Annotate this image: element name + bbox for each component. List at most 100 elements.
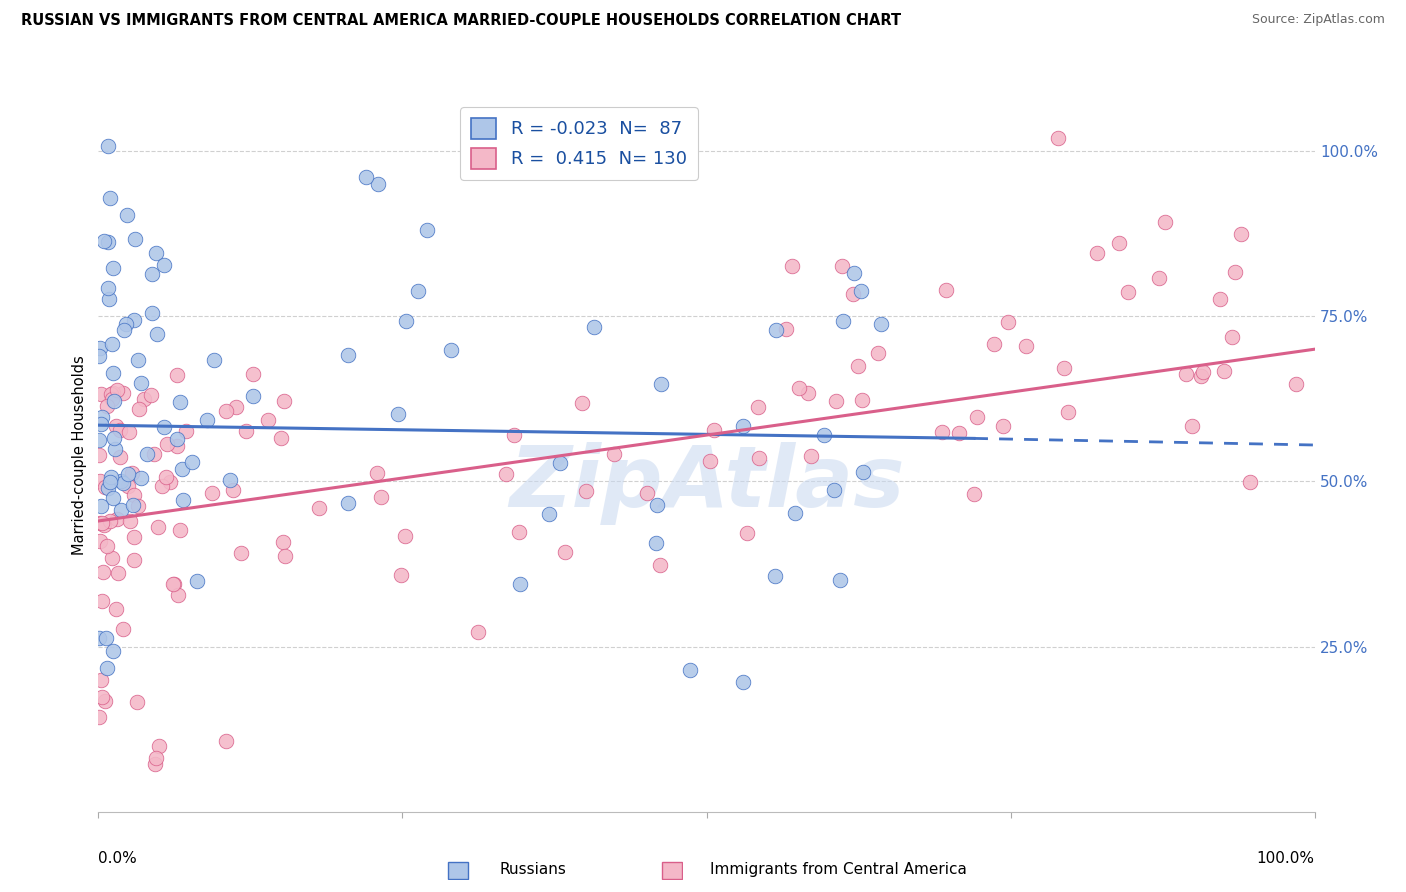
Point [141,267,163,281]
Point [1046,130,1069,145]
Point [146,327,169,342]
Point [166,432,188,446]
Point [242,389,264,403]
Point [101,260,124,275]
Point [823,483,845,497]
Point [645,536,668,550]
Point [1153,215,1175,229]
Point [124,232,146,246]
Point [100,470,122,484]
Point [101,336,124,351]
Point [98,514,121,528]
Point [91,690,114,704]
Point [94,480,117,494]
Point [110,474,132,488]
Point [145,246,167,260]
Text: RUSSIAN VS IMMIGRANTS FROM CENTRAL AMERICA MARRIED-COUPLE HOUSEHOLDS CORRELATION: RUSSIAN VS IMMIGRANTS FROM CENTRAL AMERI… [21,13,901,29]
Point [699,453,721,467]
Point [89,474,111,488]
Point [122,498,145,512]
Point [87,448,110,462]
Point [96,539,118,553]
Point [963,487,986,501]
Point [1209,292,1232,306]
Point [389,568,412,582]
Point [105,383,128,397]
Point [636,486,658,500]
Point [96,399,118,413]
Point [787,381,810,395]
Point [155,470,177,484]
Point [851,392,873,407]
Point [1085,246,1108,260]
Point [868,346,890,360]
Point [90,387,112,401]
Point [225,401,247,415]
Point [1181,419,1204,434]
Point [172,493,194,508]
Point [150,479,173,493]
Point [93,234,115,248]
Text: 100.0%: 100.0% [1257,851,1315,866]
Point [162,577,184,591]
Point [870,318,893,332]
Point [336,496,359,510]
Point [575,483,598,498]
Point [103,393,125,408]
Point [229,546,252,560]
Point [120,514,142,528]
Point [747,400,769,414]
Point [87,710,110,724]
Point [948,426,970,441]
Point [1223,265,1246,279]
Point [274,549,297,563]
Point [825,394,848,409]
Point [271,534,294,549]
Point [97,481,120,495]
Point [395,314,418,328]
Point [1108,236,1130,251]
Point [90,500,112,514]
Point [98,475,121,489]
Point [935,283,957,297]
Point [87,631,110,645]
Point [103,644,125,658]
Point [650,558,672,572]
Point [993,419,1015,434]
Text: Source: ZipAtlas.com: Source: ZipAtlas.com [1251,13,1385,27]
Point [195,412,218,426]
Point [97,235,120,249]
Point [128,402,150,417]
Point [841,287,863,301]
Point [115,208,138,222]
Point [538,507,561,521]
Y-axis label: Married-couple Households: Married-couple Households [72,355,87,555]
Point [127,353,149,368]
Point [100,387,122,401]
Point [112,476,135,491]
Point [582,320,605,334]
Point [129,471,152,485]
Point [129,376,152,390]
Point [117,479,139,493]
Legend: R = -0.023  N=  87, R =  0.415  N= 130: R = -0.023 N= 87, R = 0.415 N= 130 [460,107,697,179]
Point [108,450,131,464]
Point [139,388,162,402]
Point [132,392,155,406]
Point [509,577,531,591]
Point [508,524,530,539]
Point [852,465,875,479]
Point [387,407,409,421]
Point [1230,227,1253,242]
Point [148,739,170,754]
Point [169,395,191,409]
Point [142,447,165,461]
Point [112,622,135,636]
Point [90,516,112,530]
Point [97,281,120,295]
Point [273,393,295,408]
Point [122,530,145,544]
Point [90,417,112,431]
Point [603,447,626,461]
Point [121,466,143,480]
